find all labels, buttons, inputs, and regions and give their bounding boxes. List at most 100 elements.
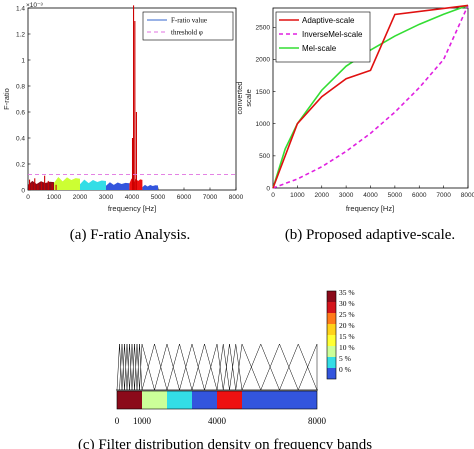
panel-c-colorbar-label: 35 % <box>339 288 355 297</box>
panel-a-xlabel: frequency [Hz] <box>108 204 156 213</box>
panel-a-region <box>106 182 130 190</box>
panel-b-ylabel-line1: converted <box>235 82 244 115</box>
panel-c-colorbar-cell <box>327 313 336 324</box>
panel-b-ytick-label: 1500 <box>256 89 271 96</box>
panel-c-colorbar-label: 15 % <box>339 332 355 341</box>
panel-c-band <box>167 391 192 409</box>
panel-b-ytick-label: 1000 <box>256 121 271 128</box>
panel-b-series-line <box>272 4 469 189</box>
panel-c-filter-triangle <box>204 343 224 391</box>
panel-c-filter-triangle <box>134 343 140 391</box>
panel-b-xtick-label: 0 <box>271 192 275 199</box>
panel-b-caption: (b) Proposed adaptive-scale. <box>285 227 455 243</box>
panel-c-filter-triangle <box>131 343 138 391</box>
panel-c-band <box>192 391 217 409</box>
panel-a-ytick-label: 1.2 <box>16 31 25 38</box>
panel-c-filter-triangle <box>191 343 218 391</box>
panel-b-legend-label: Mel-scale <box>302 44 337 53</box>
panel-b-ytick-label: 2500 <box>256 25 271 32</box>
panel-c-bottom-tick-label: 1000 <box>133 416 152 426</box>
panel-b-xtick-label: 3000 <box>339 192 354 199</box>
panel-c-colorbar-label: 0 % <box>339 365 351 374</box>
panel-c-colorbar-cell <box>327 335 336 346</box>
panel-c-colorbar-label: 5 % <box>339 354 351 363</box>
panel-c-colorbar-cell <box>327 368 336 379</box>
panel-c-filter-triangle <box>121 343 128 391</box>
panel-c-colorbar-frame <box>326 290 337 380</box>
panel-b-xtick-label: 1000 <box>290 192 305 199</box>
panel-b-xtick-label: 8000 <box>461 192 474 199</box>
panel-a-xtick-label: 7000 <box>203 194 218 201</box>
panel-a-fratio: ×10⁻³ F-ratio frequency [Hz] 0 1000 2000 30… <box>2 2 244 243</box>
panel-c-filter-triangle <box>124 343 130 391</box>
panel-b-xlabel: frequency [Hz] <box>346 204 394 213</box>
panel-c-bottom-tick-label: 8000 <box>308 416 327 426</box>
panel-c-filter-triangle <box>179 343 205 391</box>
panel-a-ylabel: F-ratio <box>2 88 11 110</box>
panel-c-band-frame <box>116 390 318 410</box>
panel-b-series-line <box>272 5 469 189</box>
panel-a-region <box>54 177 80 190</box>
panel-b-xtick-label: 5000 <box>388 192 403 199</box>
panel-a-ytick-label: 1 <box>21 57 25 64</box>
panel-c-colorbar-label: 30 % <box>339 299 355 308</box>
panel-c-colorbar-label: 10 % <box>339 343 355 352</box>
panel-c-band <box>117 391 142 409</box>
panel-a-ytick-label: 0.6 <box>16 109 25 116</box>
panel-b-ytick-label: 500 <box>259 153 270 160</box>
panel-c-filter-triangle <box>126 343 133 391</box>
panel-a-ytick-label: 0.2 <box>16 161 25 168</box>
panel-b-ytick-label: 0 <box>266 185 270 192</box>
panel-a-exponent-label: ×10⁻³ <box>26 2 43 9</box>
panel-a-caption: (a) F-ratio Analysis. <box>70 227 190 243</box>
panel-a-ytick-label: 0.8 <box>16 83 25 90</box>
panel-b-legend-label: Adaptive-scale <box>302 16 355 25</box>
panel-c-colorbar-cell <box>327 302 336 313</box>
panel-a-region <box>80 179 106 190</box>
panel-c-colorbar-cell <box>327 291 336 302</box>
panel-b-xtick-label: 2000 <box>315 192 330 199</box>
panel-a-xtick-label: 1000 <box>47 194 62 201</box>
panel-a-ytick-label: 1.4 <box>16 5 25 12</box>
panel-c-filter-triangle <box>279 343 318 391</box>
panel-a-ytick-label: 0.4 <box>16 135 25 142</box>
panel-c-filter-triangle <box>154 343 180 391</box>
panel-c-filter-triangle <box>229 343 243 391</box>
panel-a-xtick-label: 5000 <box>151 194 166 201</box>
panel-a-legend-box <box>142 11 234 41</box>
panel-c-band <box>217 391 242 409</box>
panel-c-caption: (c) Filter distribution density on frequ… <box>78 437 372 449</box>
panel-b-xtick-label: 4000 <box>363 192 378 199</box>
panel-c-colorbar-cell <box>327 324 336 335</box>
panel-c-filter-triangle <box>119 343 125 391</box>
panel-c-filter-triangle <box>235 343 261 391</box>
panel-b-xtick-label: 6000 <box>412 192 427 199</box>
panel-c-filter-triangle <box>136 343 143 391</box>
panel-c-filter-triangle <box>260 343 299 391</box>
panel-c-filter-triangle <box>216 343 230 391</box>
panel-c-filter-triangle <box>298 343 318 391</box>
panel-a-region <box>142 184 158 190</box>
panel-c-colorbar-cell <box>327 346 336 357</box>
panel-c-band <box>242 391 317 409</box>
panel-a-xtick-label: 3000 <box>99 194 114 201</box>
panel-c-band <box>142 391 167 409</box>
panel-c-colorbar-label: 20 % <box>339 321 355 330</box>
panel-a-xtick-label: 8000 <box>229 194 244 201</box>
panel-b-ytick-label: 2000 <box>256 57 271 64</box>
panel-c-filter-triangle <box>223 343 236 391</box>
panel-b-adaptive-scale: converted scale frequency [Hz] 0 1000 2000… <box>235 4 474 243</box>
panel-c-filter-triangle <box>241 343 280 391</box>
panel-c-filter-triangle <box>129 343 135 391</box>
panel-a-xtick-label: 6000 <box>177 194 192 201</box>
panel-c-filter-triangle <box>141 343 168 391</box>
panel-c-filter-density: 0 1000 4000 8000 35 % 30 % 25 % 20 % 15 % 10 % 5 … <box>78 288 372 449</box>
panel-c-bottom-tick-label: 0 <box>115 416 120 426</box>
panel-b-xtick-label: 7000 <box>436 192 451 199</box>
panel-a-legend-threshold-label: threshold φ <box>171 29 203 37</box>
panel-b-ylabel-line2: scale <box>244 89 253 107</box>
panel-b-legend-label: InverseMel-scale <box>302 30 363 39</box>
panel-c-bottom-tick-label: 4000 <box>208 416 227 426</box>
panel-a-ytick-label: 0 <box>21 187 25 194</box>
